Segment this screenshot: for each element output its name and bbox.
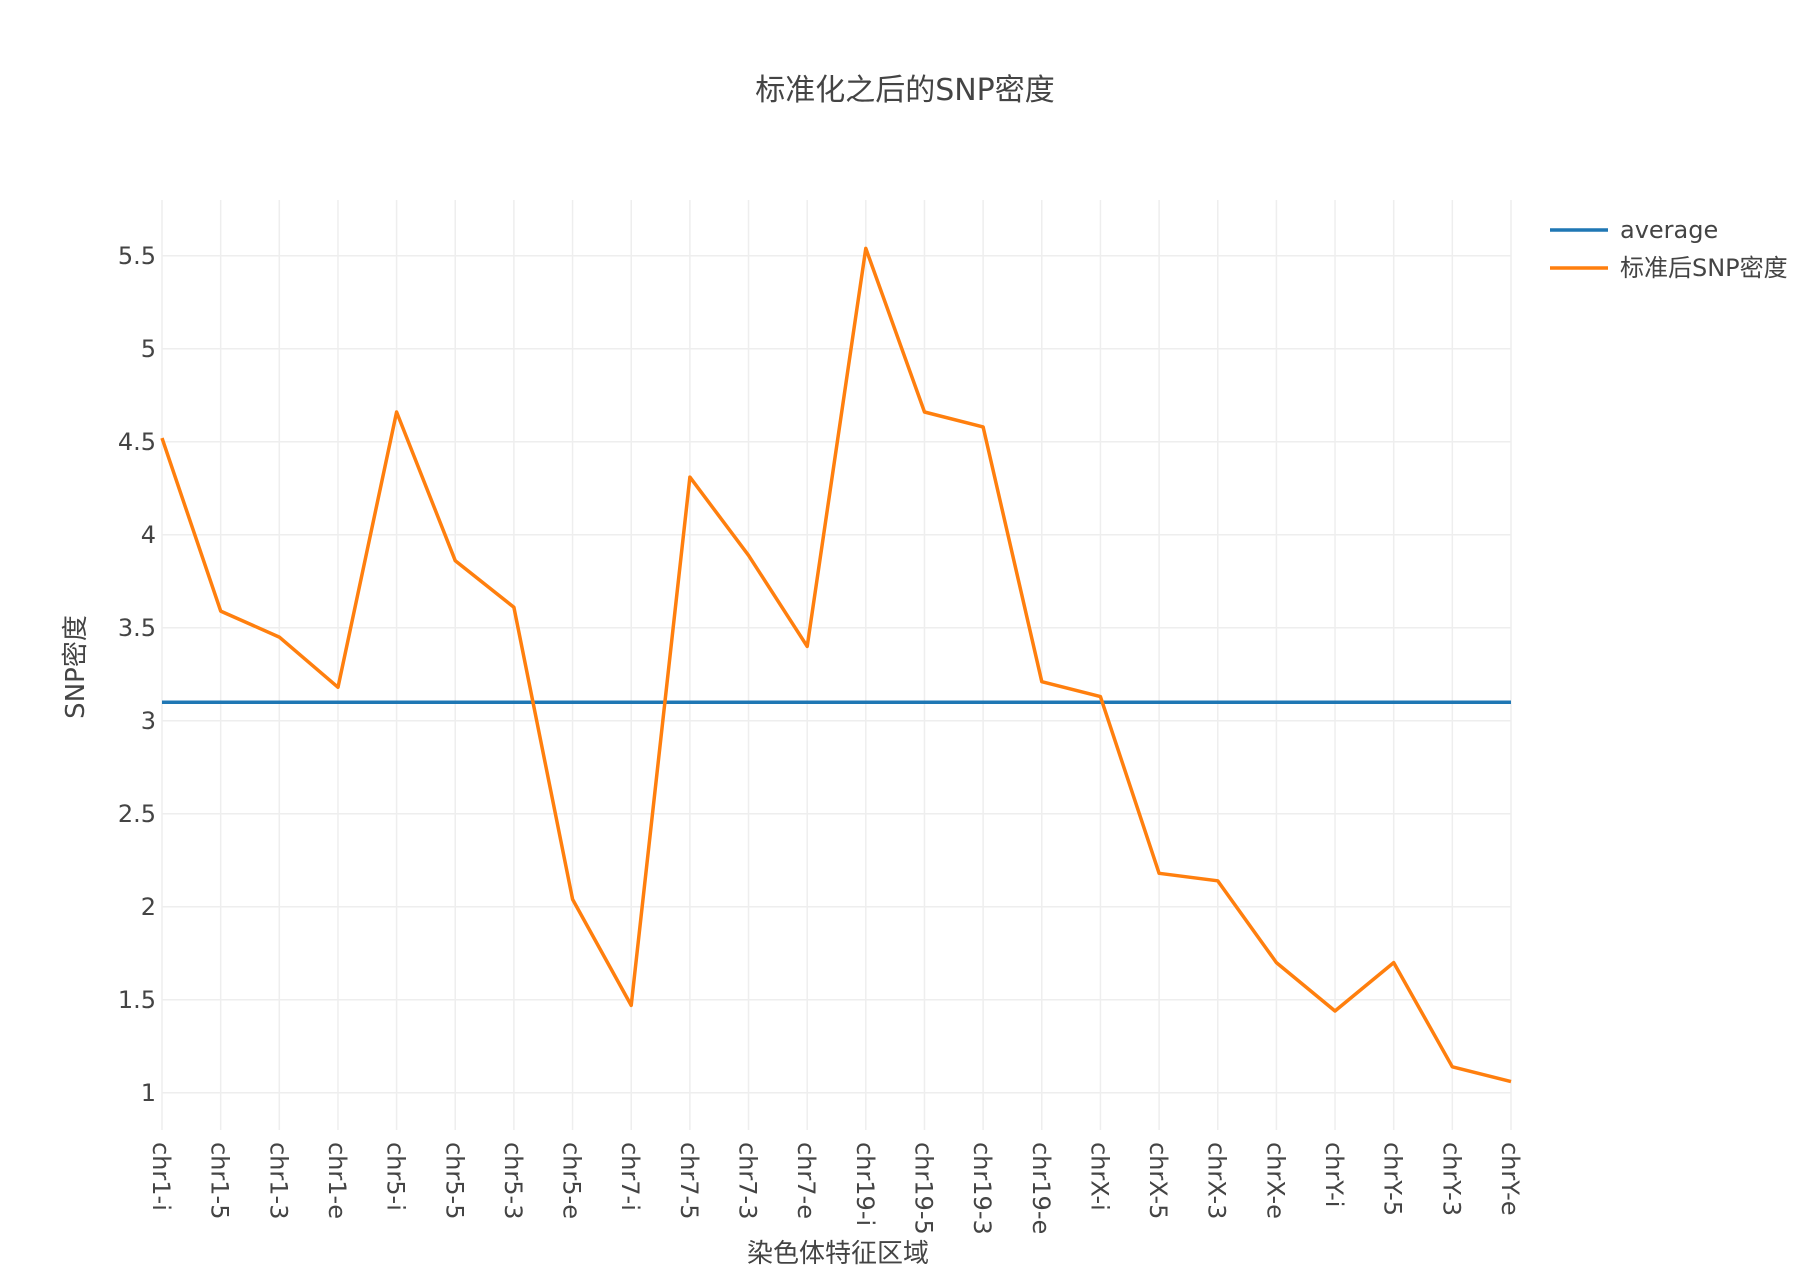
x-tick-label: chr19-e — [1027, 1142, 1055, 1234]
x-tick-label: chr19-5 — [909, 1142, 937, 1235]
y-tick-label: 3 — [141, 707, 156, 735]
x-tick-label: chrX-i — [1085, 1142, 1113, 1211]
y-axis-ticks: 1 1.5 2 2.5 3 3.5 4 4.5 5 5.5 — [118, 242, 156, 1107]
x-tick-label: chr19-3 — [968, 1142, 996, 1235]
x-tick-label: chr5-5 — [440, 1142, 468, 1219]
chart-title: 标准化之后的SNP密度 — [755, 73, 1055, 108]
x-tick-label: chrX-5 — [1144, 1142, 1172, 1219]
y-tick-label: 1.5 — [118, 986, 156, 1014]
x-tick-label: chr5-e — [558, 1142, 586, 1219]
legend: average 标准后SNP密度 — [1550, 216, 1788, 282]
legend-label: 标准后SNP密度 — [1620, 254, 1788, 282]
y-tick-label: 3.5 — [118, 614, 156, 642]
series-line-1 — [160, 246, 1512, 1084]
y-tick-label: 2.5 — [118, 800, 156, 828]
x-tick-label: chr7-i — [616, 1142, 644, 1211]
x-tick-label: chr5-3 — [499, 1142, 527, 1219]
grid-layer — [161, 200, 1512, 1130]
x-tick-label: chr7-e — [792, 1142, 820, 1219]
x-tick-label: chr19-i — [851, 1142, 879, 1226]
x-axis-title: 染色体特征区域 — [747, 1239, 929, 1269]
x-tick-label: chr7-3 — [734, 1142, 762, 1219]
x-axis-ticks: chr1-i chr1-5 chr1-3 chr1-e chr5-i chr5-5 chr5… — [147, 1142, 1524, 1235]
legend-label: average — [1620, 216, 1718, 244]
x-tick-label: chr1-i — [147, 1142, 175, 1211]
x-tick-label: chrY-3 — [1437, 1142, 1465, 1216]
x-tick-label: chrY-5 — [1379, 1142, 1407, 1216]
x-tick-label: chrX-e — [1261, 1142, 1289, 1219]
y-tick-label: 4.5 — [118, 428, 156, 456]
x-tick-label: chr5-i — [382, 1142, 410, 1211]
x-tick-label: chr1-5 — [206, 1142, 234, 1219]
x-tick-label: chrY-e — [1496, 1142, 1524, 1216]
x-tick-label: chrY-i — [1320, 1142, 1348, 1207]
y-tick-label: 1 — [141, 1079, 156, 1107]
y-tick-label: 5 — [141, 335, 156, 363]
x-tick-label: chr1-3 — [264, 1142, 292, 1219]
series-layer — [160, 246, 1512, 1084]
x-tick-label: chr1-e — [323, 1142, 351, 1219]
y-tick-label: 5.5 — [118, 242, 156, 270]
y-axis-title: SNP密度 — [61, 615, 91, 719]
x-tick-label: chr7-5 — [675, 1142, 703, 1219]
y-tick-label: 2 — [141, 893, 156, 921]
y-tick-label: 4 — [141, 521, 156, 549]
x-tick-label: chrX-3 — [1203, 1142, 1231, 1219]
